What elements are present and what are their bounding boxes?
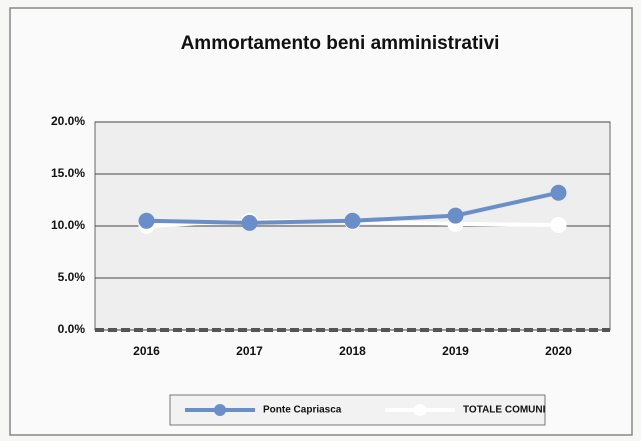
series-marker [447, 207, 464, 224]
series-marker [138, 212, 155, 229]
y-tick-label: 0.0% [58, 322, 86, 336]
legend-label: TOTALE COMUNI [463, 405, 546, 416]
series-marker [550, 184, 567, 201]
series-marker [241, 214, 258, 231]
x-tick-label: 2016 [133, 344, 160, 358]
legend-marker [214, 404, 226, 416]
chart-title: Ammortamento beni amministrativi [181, 33, 500, 54]
x-tick-label: 2018 [339, 344, 366, 358]
y-tick-label: 5.0% [58, 270, 86, 284]
x-tick-label: 2019 [442, 344, 469, 358]
legend-marker [414, 404, 426, 416]
series-marker [344, 212, 361, 229]
x-tick-label: 2020 [545, 344, 572, 358]
y-tick-label: 10.0% [51, 218, 85, 232]
y-tick-label: 20.0% [51, 114, 85, 128]
y-tick-label: 15.0% [51, 166, 85, 180]
series-marker [550, 216, 567, 233]
legend-label: Ponte Capriasca [263, 405, 342, 416]
x-tick-label: 2017 [236, 344, 263, 358]
